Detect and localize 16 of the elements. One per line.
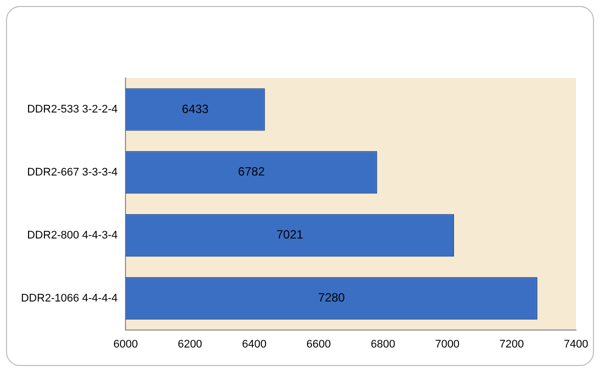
x-tick-label: 6600 — [306, 338, 331, 350]
y-tick-label: DDR2-800 4-4-3-4 — [27, 229, 118, 242]
y-tick-label: DDR2-1066 4-4-4-4 — [20, 292, 118, 304]
data-label: 7280 — [318, 290, 346, 305]
data-label: 7021 — [276, 228, 304, 242]
data-label: 6433 — [182, 102, 209, 116]
x-tick-label: 7000 — [435, 338, 460, 350]
y-tick-label: DDR2-533 3-2-2-4 — [27, 104, 118, 116]
x-tick-label: 7400 — [564, 338, 588, 350]
x-tick-label: 6800 — [370, 338, 396, 350]
x-tick-label: 6000 — [113, 338, 138, 350]
x-tick-label: 7200 — [499, 338, 524, 350]
y-tick-label: DDR2-667 3-3-3-4 — [27, 166, 118, 178]
x-tick-label: 6200 — [178, 338, 202, 350]
data-label: 6782 — [238, 164, 266, 179]
x-tick-label: 6400 — [242, 338, 267, 350]
